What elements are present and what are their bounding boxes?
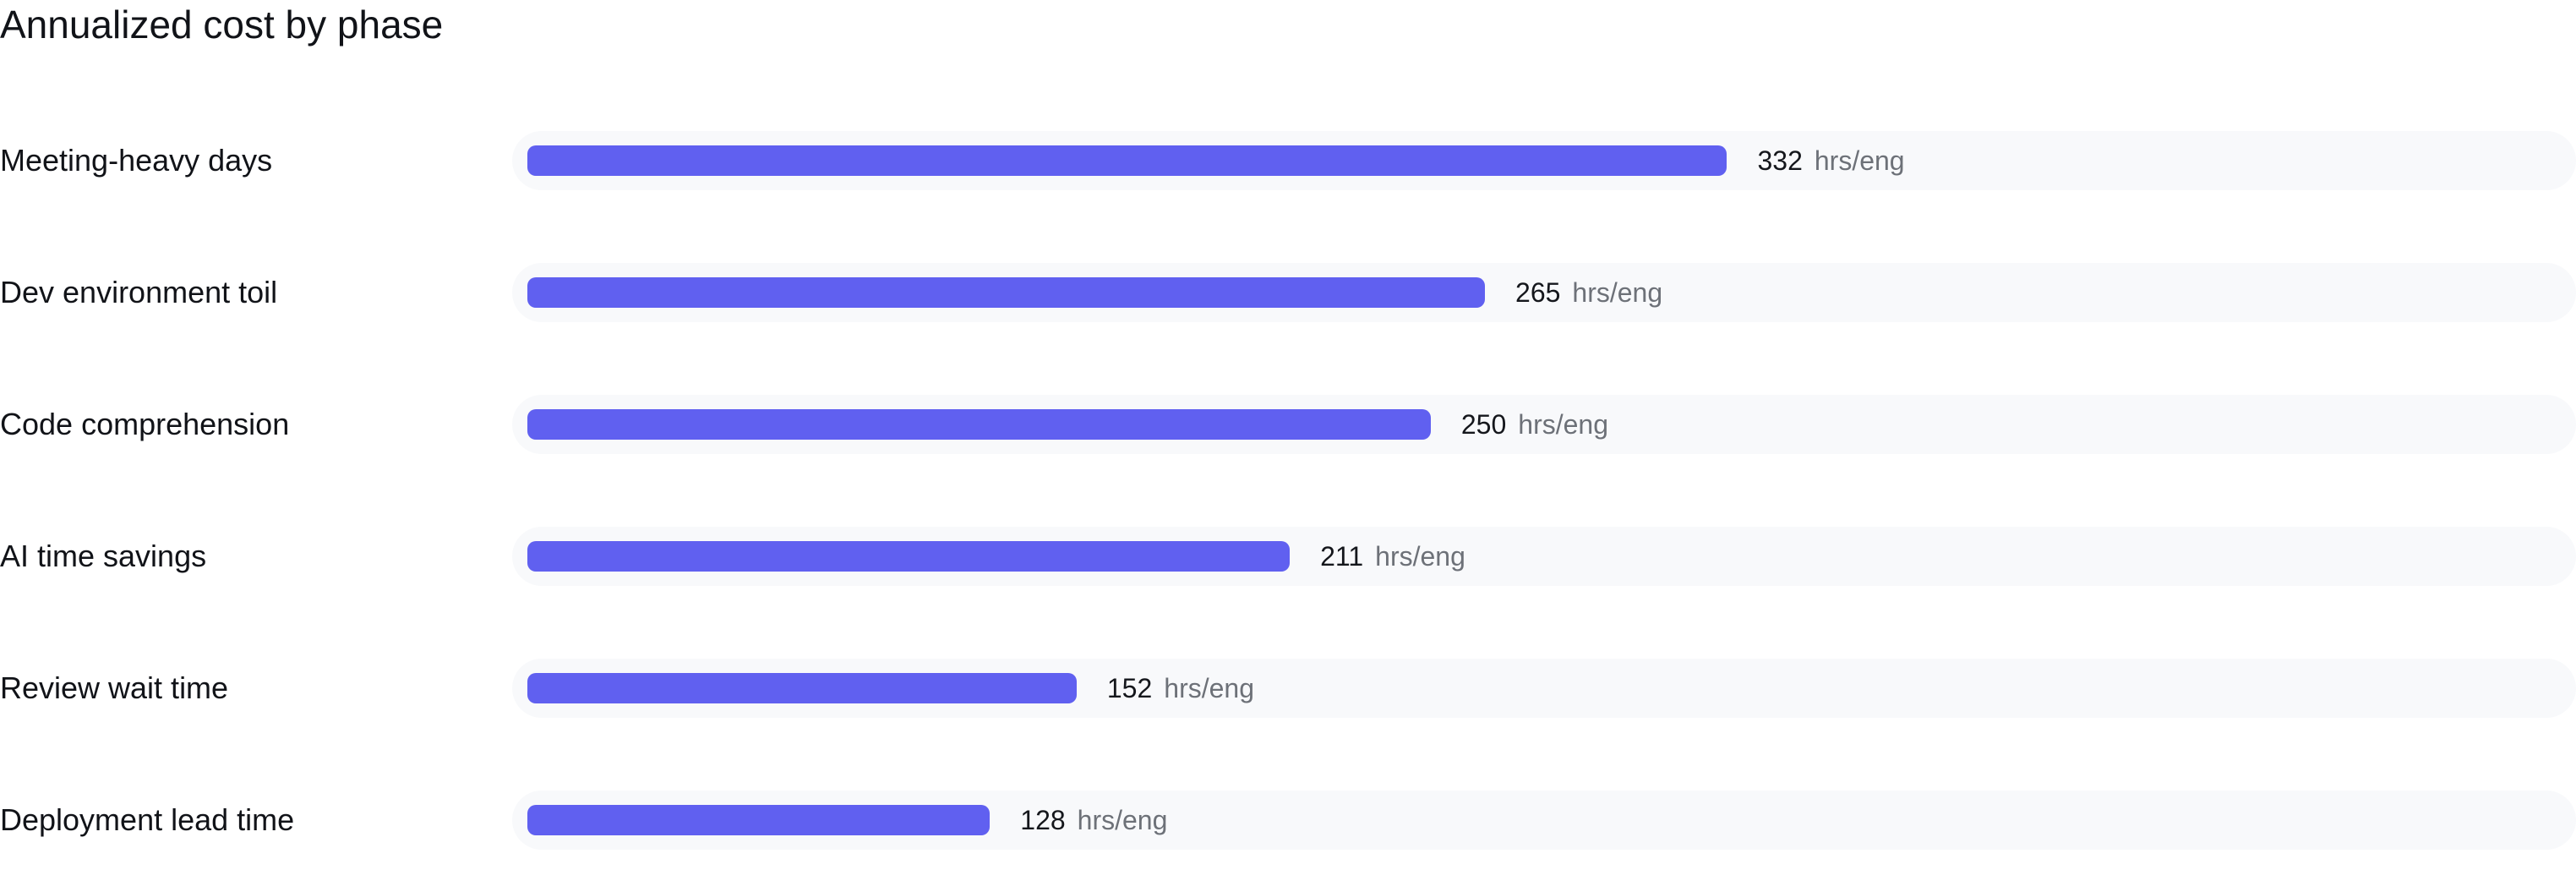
bar [527, 805, 991, 835]
value-unit: hrs/eng [1518, 409, 1608, 440]
data-label: 128 hrs/eng [1020, 789, 1167, 851]
value-unit: hrs/eng [1077, 805, 1168, 835]
bar [527, 277, 1486, 308]
bar [527, 541, 1291, 572]
category-label: Code comprehension [0, 407, 290, 441]
data-label: 250 hrs/eng [1461, 393, 1608, 456]
value-number: 128 [1020, 805, 1066, 835]
bar [527, 145, 1727, 176]
bar-row: Code comprehension 250 hrs/eng [0, 393, 2576, 456]
bar-row: Deployment lead time 128 hrs/eng [0, 789, 2576, 851]
data-label: 152 hrs/eng [1107, 657, 1254, 720]
value-unit: hrs/eng [1814, 145, 1905, 176]
data-label: 265 hrs/eng [1515, 261, 1662, 324]
bar-row: Review wait time 152 hrs/eng [0, 657, 2576, 720]
bar-row: AI time savings 211 hrs/eng [0, 525, 2576, 588]
category-label: AI time savings [0, 539, 207, 573]
value-number: 332 [1757, 145, 1803, 176]
category-label: Meeting-heavy days [0, 143, 273, 178]
value-number: 250 [1460, 409, 1507, 440]
bar [527, 409, 1431, 440]
value-unit: hrs/eng [1164, 673, 1254, 703]
category-label: Review wait time [0, 670, 229, 705]
value-number: 152 [1106, 673, 1153, 703]
bar-row: Meeting-heavy days 332 hrs/eng [0, 129, 2576, 192]
category-label: Deployment lead time [0, 802, 295, 837]
value-unit: hrs/eng [1375, 541, 1465, 572]
value-number: 211 [1320, 541, 1364, 572]
chart-title: Annualized cost by phase [0, 3, 444, 47]
data-label: 332 hrs/eng [1757, 129, 1904, 192]
category-label: Dev environment toil [0, 275, 278, 309]
value-unit: hrs/eng [1572, 277, 1663, 308]
data-label: 211 hrs/eng [1320, 525, 1465, 588]
bar [527, 673, 1077, 703]
bar-row: Dev environment toil 265 hrs/eng [0, 261, 2576, 324]
value-number: 265 [1515, 277, 1561, 308]
